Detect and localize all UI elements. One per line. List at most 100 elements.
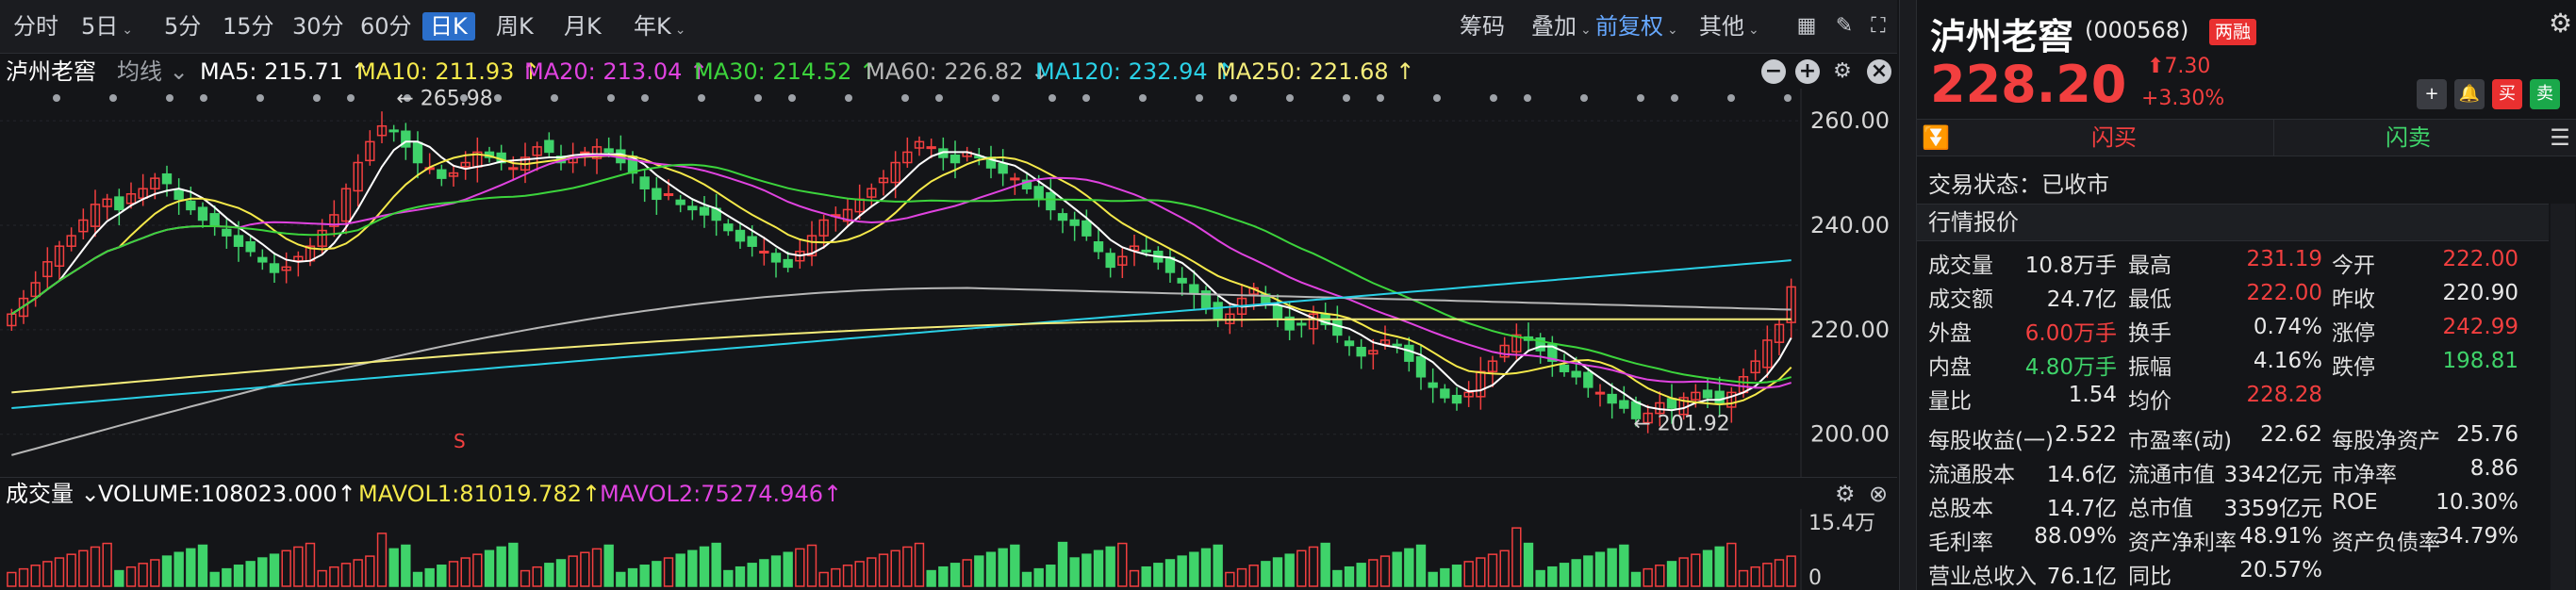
quote-label: 最高 bbox=[2128, 254, 2171, 278]
volume-bar bbox=[878, 553, 889, 587]
other-menu[interactable]: 其他 ⌄ bbox=[1699, 13, 1759, 40]
tab-monthly-k[interactable]: 月K bbox=[564, 13, 602, 40]
zoom-out-icon[interactable]: − bbox=[1761, 59, 1786, 84]
volume-bar bbox=[1440, 567, 1450, 587]
event-dot[interactable] bbox=[607, 94, 615, 102]
ma-type-dropdown[interactable]: 均线 ⌄ bbox=[117, 58, 189, 85]
candle-body bbox=[1702, 389, 1713, 399]
volume-bar bbox=[532, 565, 542, 587]
signal-marker[interactable]: S bbox=[454, 430, 466, 452]
volume-chart[interactable]: 15.4万 0 bbox=[0, 509, 1897, 590]
event-dot[interactable] bbox=[1343, 94, 1350, 102]
candlestick-chart[interactable]: 260.00 240.00 220.00 200.00 ← 265.98 ← 201.92… bbox=[0, 89, 1897, 477]
candle-body bbox=[1511, 334, 1522, 352]
candle-body bbox=[591, 146, 603, 159]
grid-icon[interactable]: ▦ bbox=[1796, 14, 1817, 38]
volume-zero-tick: 0 bbox=[1808, 566, 1822, 590]
event-dot[interactable] bbox=[1671, 94, 1678, 102]
chips-button[interactable]: 筹码 bbox=[1460, 13, 1505, 40]
volume-bar bbox=[914, 542, 925, 587]
event-dot[interactable] bbox=[1727, 94, 1735, 102]
candle-body bbox=[1619, 400, 1629, 409]
low-label: ← 201.92 bbox=[1633, 412, 1729, 435]
tab-30min[interactable]: 30分 bbox=[292, 13, 344, 40]
event-dot[interactable] bbox=[1524, 94, 1531, 102]
add-watchlist-icon[interactable]: + bbox=[2417, 79, 2447, 109]
collapse-icon[interactable]: ⏬ bbox=[1922, 124, 1950, 151]
event-dot[interactable] bbox=[200, 94, 207, 102]
event-dot[interactable] bbox=[754, 94, 762, 102]
volume-bar bbox=[555, 559, 567, 587]
settings-gear-icon[interactable]: ⚙ bbox=[1833, 59, 1852, 83]
event-dot[interactable] bbox=[901, 94, 909, 102]
volume-label[interactable]: 成交量 ⌄ bbox=[6, 481, 100, 507]
volume-bar bbox=[269, 553, 280, 587]
buy-icon[interactable]: 买 bbox=[2492, 79, 2522, 109]
close-icon[interactable]: × bbox=[1867, 59, 1891, 84]
fullscreen-icon[interactable]: ⛶ bbox=[1871, 14, 1886, 38]
event-dot[interactable] bbox=[1784, 94, 1792, 102]
candle-body bbox=[1535, 337, 1545, 352]
event-dot[interactable] bbox=[1049, 94, 1056, 102]
volume-bar bbox=[424, 567, 435, 587]
volume-bar bbox=[1296, 549, 1307, 587]
event-dot[interactable] bbox=[1230, 94, 1237, 102]
event-dot[interactable] bbox=[1139, 94, 1147, 102]
menu-icon[interactable]: ☰ bbox=[2550, 124, 2570, 151]
tab-5min[interactable]: 5分 bbox=[164, 13, 202, 40]
volume-bar bbox=[627, 567, 638, 587]
divider-scrollbar[interactable] bbox=[1899, 0, 1917, 590]
tab-60min[interactable]: 60分 bbox=[360, 13, 412, 40]
tab-daily-k[interactable]: 日K bbox=[422, 12, 475, 41]
event-dot[interactable] bbox=[698, 94, 705, 102]
ma60-line bbox=[11, 287, 1792, 456]
panel-settings-icon[interactable]: ⚙ bbox=[2549, 8, 2573, 39]
event-dot[interactable] bbox=[494, 94, 502, 102]
volume-close-icon[interactable]: ⊗ bbox=[1869, 481, 1889, 507]
event-dot[interactable] bbox=[53, 94, 60, 102]
event-dot[interactable] bbox=[347, 94, 355, 102]
event-dot[interactable] bbox=[166, 94, 173, 102]
volume-settings-icon[interactable]: ⚙ bbox=[1835, 481, 1856, 507]
volume-bar bbox=[783, 551, 793, 587]
event-dot[interactable] bbox=[641, 94, 649, 102]
event-dot[interactable] bbox=[1082, 94, 1090, 102]
event-dot[interactable] bbox=[313, 94, 321, 102]
event-dot[interactable] bbox=[845, 94, 852, 102]
event-dot[interactable] bbox=[551, 94, 558, 102]
zoom-in-icon[interactable]: + bbox=[1795, 59, 1820, 84]
volume-bar bbox=[1272, 557, 1283, 587]
tab-weekly-k[interactable]: 周K bbox=[496, 13, 534, 40]
flash-buy-button[interactable]: 闪买 bbox=[1955, 120, 2274, 156]
sell-icon[interactable]: 卖 bbox=[2530, 79, 2560, 109]
draw-icon[interactable]: ✎ bbox=[1835, 14, 1854, 38]
event-dot[interactable] bbox=[404, 94, 411, 102]
event-dot[interactable] bbox=[1433, 94, 1441, 102]
event-dot[interactable] bbox=[109, 94, 117, 102]
adjust-menu[interactable]: 前复权 ⌄ bbox=[1595, 13, 1678, 40]
quote-label: 最低 bbox=[2128, 287, 2171, 312]
tab-15min[interactable]: 15分 bbox=[223, 13, 274, 40]
candle-body bbox=[926, 146, 936, 150]
event-dot[interactable] bbox=[935, 94, 943, 102]
flash-sell-button[interactable]: 闪卖 bbox=[2386, 124, 2431, 151]
event-dot[interactable] bbox=[1286, 94, 1294, 102]
alert-bell-icon[interactable]: 🔔 bbox=[2454, 79, 2485, 109]
event-dot[interactable] bbox=[992, 94, 999, 102]
candle-body bbox=[1141, 249, 1151, 253]
event-dot[interactable] bbox=[1377, 94, 1384, 102]
event-dot[interactable] bbox=[1490, 94, 1497, 102]
tab-intraday[interactable]: 分时 bbox=[13, 13, 58, 40]
event-dot[interactable] bbox=[1637, 94, 1644, 102]
panel-scrollbar[interactable] bbox=[2551, 204, 2575, 590]
event-dot[interactable] bbox=[1580, 94, 1588, 102]
event-dot[interactable] bbox=[788, 94, 796, 102]
overlay-menu[interactable]: 叠加 ⌄ bbox=[1531, 13, 1592, 40]
event-dot[interactable] bbox=[460, 94, 468, 102]
tab-5day[interactable]: 5日 ⌄ bbox=[81, 13, 134, 40]
volume-bar bbox=[1046, 565, 1056, 587]
event-dot[interactable] bbox=[1196, 94, 1203, 102]
event-dot[interactable] bbox=[256, 94, 264, 102]
tab-yearly-k[interactable]: 年K ⌄ bbox=[634, 13, 686, 40]
quote-label: 量比 bbox=[1928, 389, 1972, 414]
